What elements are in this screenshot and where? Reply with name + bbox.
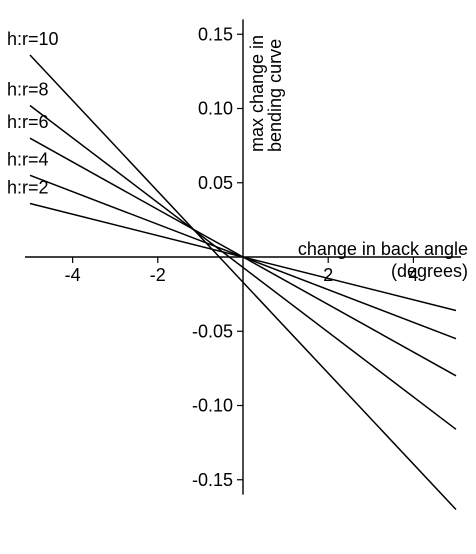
series-label: h:r=4 <box>7 149 49 169</box>
series-label: h:r=6 <box>7 112 49 132</box>
x-tick-label: -4 <box>65 265 81 285</box>
series-label-layer: h:r=2 h:r=4 h:r=6 h:r=8 h:r=10 <box>7 29 59 198</box>
y-tick-label: -0.15 <box>192 470 233 490</box>
x-axis-label-line1: change in back angle <box>298 239 468 259</box>
x-tick-label: 2 <box>323 265 333 285</box>
y-tick-label: -0.05 <box>192 321 233 341</box>
tick-layer: -4 -2 2 4 0.15 0.10 0.05 -0.05 -0.10 -0.15 <box>65 24 419 490</box>
series-label: h:r=10 <box>7 29 59 49</box>
series-label: h:r=8 <box>7 80 49 100</box>
y-tick-label: 0.05 <box>198 173 233 193</box>
y-tick-label: -0.10 <box>192 396 233 416</box>
x-tick-label: -2 <box>150 265 166 285</box>
x-tick-label: 4 <box>408 265 418 285</box>
y-tick-label: 0.10 <box>198 99 233 119</box>
y-tick-label: 0.15 <box>198 24 233 44</box>
x-axis-label-line2: (degrees) <box>391 261 468 281</box>
y-axis-label-line2: bending curve <box>265 39 285 152</box>
series-label: h:r=2 <box>7 178 49 198</box>
y-axis-label-line1: max change in <box>247 35 267 152</box>
